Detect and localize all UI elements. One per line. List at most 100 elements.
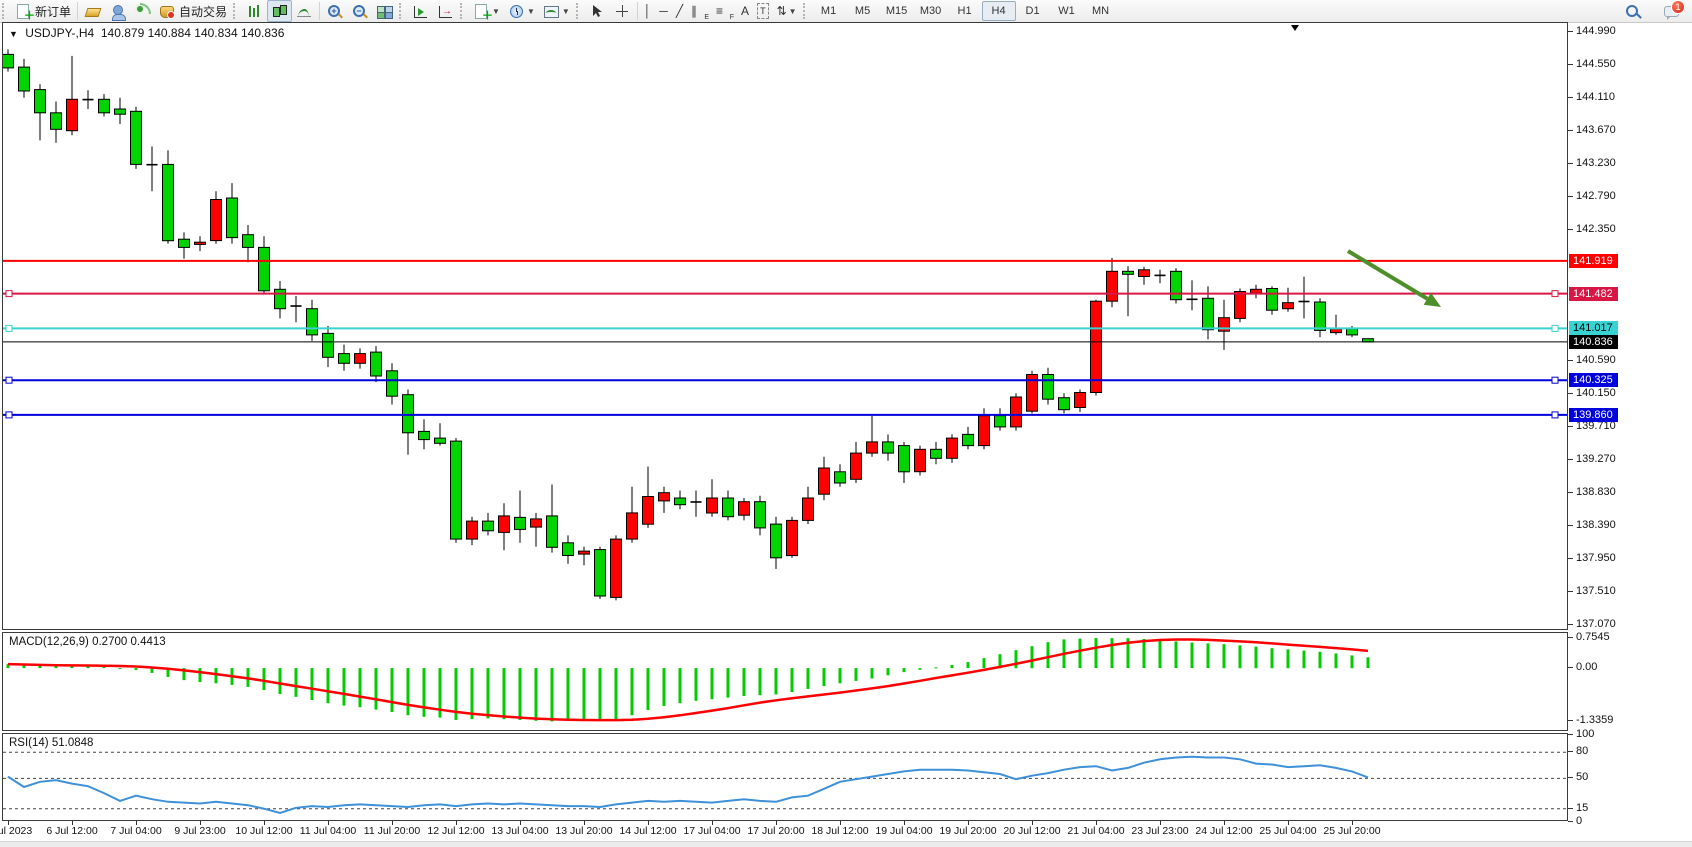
macd-main-value: 0.2700: [92, 636, 128, 648]
arrows-button[interactable]: ⇅ ▼: [773, 0, 801, 22]
rsi-panel[interactable]: RSI(14) 51.0848: [2, 733, 1568, 821]
tf-button-M30[interactable]: M30: [919, 5, 942, 17]
price-tick: [1568, 459, 1573, 460]
zoom-out-button[interactable]: −: [347, 0, 372, 22]
time-tick-label: 12 Jul 12:00: [427, 825, 485, 837]
new-order-button[interactable]: ＋ 新订单: [11, 0, 75, 22]
tf-button-H1[interactable]: H1: [957, 5, 972, 17]
price-tick-label: 144.550: [1576, 58, 1616, 70]
tf-button-W1[interactable]: W1: [1058, 5, 1075, 17]
time-tick: [8, 821, 9, 825]
tf-button-MN[interactable]: MN: [1091, 5, 1110, 17]
time-axis[interactable]: 5 Jul 2023 6 Jul 12:00 7 Jul 04:00 9 Jul 23…: [0, 821, 1568, 841]
time-tick: [1288, 821, 1289, 825]
toolbar: ＋ 新订单 自动交易 + − → ＋▼ ▼ ▼ │ ─ ╱ ∥ ≡: [0, 0, 1692, 23]
time-tick: [72, 821, 73, 825]
cursor-arrow-icon: [589, 4, 606, 19]
tile-windows-button[interactable]: [372, 0, 397, 22]
toolbar-grip[interactable]: [233, 3, 240, 19]
chevron-down-icon: ▼: [561, 6, 570, 16]
time-tick: [584, 821, 585, 825]
text-label-button[interactable]: T: [753, 0, 773, 22]
rsi-chart[interactable]: [3, 734, 1567, 820]
zoom-in-icon: +: [326, 4, 343, 19]
toolbar-grip[interactable]: [460, 3, 467, 19]
price-tick-label: 137.510: [1576, 585, 1616, 597]
trendline-button[interactable]: ╱: [672, 0, 687, 22]
time-tick-label: 14 Jul 12:00: [619, 825, 677, 837]
tf-button-D1[interactable]: D1: [1025, 5, 1040, 17]
tf-button-M15[interactable]: M15: [885, 5, 908, 17]
search-button[interactable]: [1620, 0, 1645, 22]
main-chart-panel[interactable]: ▼ USDJPY-,H4 140.879 140.884 140.834 140…: [2, 22, 1568, 630]
price-tick-label: 142.790: [1576, 190, 1616, 202]
tf-button-M1[interactable]: M1: [820, 5, 837, 17]
zoom-in-button[interactable]: +: [322, 0, 347, 22]
autotrading-button[interactable]: 自动交易: [155, 0, 231, 22]
zoom-out-icon: −: [351, 4, 368, 19]
toolbar-grip[interactable]: [802, 3, 810, 19]
chart-ohlc-values: 140.879 140.884 140.834 140.836: [100, 26, 285, 40]
price-tick-label: 140.590: [1576, 354, 1616, 366]
toolbar-separator: [319, 2, 321, 20]
community-person-icon: [109, 4, 127, 21]
time-tick-label: 19 Jul 20:00: [939, 825, 997, 837]
periods-button[interactable]: ▼: [504, 0, 539, 22]
chart-bars-button[interactable]: [242, 0, 267, 22]
rsi-tick: [1568, 821, 1573, 822]
horizontal-line-button[interactable]: ─: [655, 0, 672, 22]
price-tick-label: 139.710: [1576, 420, 1616, 432]
chart-line-button[interactable]: [292, 0, 317, 22]
time-tick-label: 5 Jul 2023: [0, 825, 33, 837]
macd-panel[interactable]: MACD(12,26,9) 0.2700 0.4413: [2, 632, 1568, 731]
toolbar-grip[interactable]: [2, 3, 9, 19]
market-button[interactable]: [80, 0, 105, 22]
gold-bar-icon: [84, 4, 102, 19]
price-tick: [1568, 229, 1573, 230]
horizontal-line-icon: ─: [659, 4, 668, 18]
candlestick-chart[interactable]: [3, 23, 1567, 629]
toolbar-grip[interactable]: [575, 3, 583, 19]
time-tick-label: 6 Jul 12:00: [46, 825, 98, 837]
macd-chart[interactable]: [3, 633, 1567, 730]
rsi-tick: [1568, 777, 1573, 778]
rsi-label: RSI(14): [9, 737, 49, 749]
vertical-line-button[interactable]: │: [640, 0, 656, 22]
auto-scroll-button[interactable]: [408, 0, 433, 22]
tf-button-H4[interactable]: H4: [981, 1, 1016, 21]
price-axis[interactable]: 144.990 144.550 144.110 143.670 143.230 142.7…: [1568, 22, 1692, 827]
text-button[interactable]: A: [737, 0, 753, 22]
equidistant-channel-button[interactable]: ∥: [687, 0, 712, 22]
symbol-collapse-icon[interactable]: ▼: [9, 29, 18, 39]
time-tick: [1160, 821, 1161, 825]
price-tick-label: 137.950: [1576, 552, 1616, 564]
tf-button-M5[interactable]: M5: [854, 5, 871, 17]
text-label-icon: T: [757, 3, 769, 19]
rsi-tick-label: 100: [1576, 728, 1595, 740]
fibonacci-button[interactable]: ≡: [712, 0, 737, 22]
chat-icon: 1: [1663, 0, 1685, 20]
cursor-button[interactable]: [585, 0, 610, 22]
autotrading-label: 自动交易: [179, 4, 228, 19]
candlestick-chart-icon: [271, 4, 288, 19]
notifications-button[interactable]: 1: [1659, 0, 1685, 22]
auto-scroll-icon: [412, 4, 429, 19]
line-chart-icon: [296, 4, 313, 19]
autotrading-icon: [159, 4, 176, 19]
fibonacci-icon: ≡: [716, 4, 734, 21]
price-line-label: 141.919: [1569, 254, 1618, 268]
community-button[interactable]: [105, 0, 130, 22]
toolbar-grip[interactable]: [399, 3, 406, 19]
time-tick: [200, 821, 201, 825]
price-tick: [1568, 196, 1573, 197]
templates-button[interactable]: ▼: [539, 0, 574, 22]
window-edge: [0, 841, 1692, 847]
crosshair-button[interactable]: [610, 0, 635, 22]
arrows-icon: ⇅: [776, 4, 787, 18]
price-line-label: 139.860: [1569, 408, 1618, 422]
chart-candles-button[interactable]: [267, 0, 293, 22]
trendline-icon: ╱: [675, 4, 684, 18]
indicators-button[interactable]: ＋ ▼: [469, 0, 504, 22]
signals-button[interactable]: [130, 0, 155, 22]
chart-shift-button[interactable]: →: [433, 0, 458, 22]
